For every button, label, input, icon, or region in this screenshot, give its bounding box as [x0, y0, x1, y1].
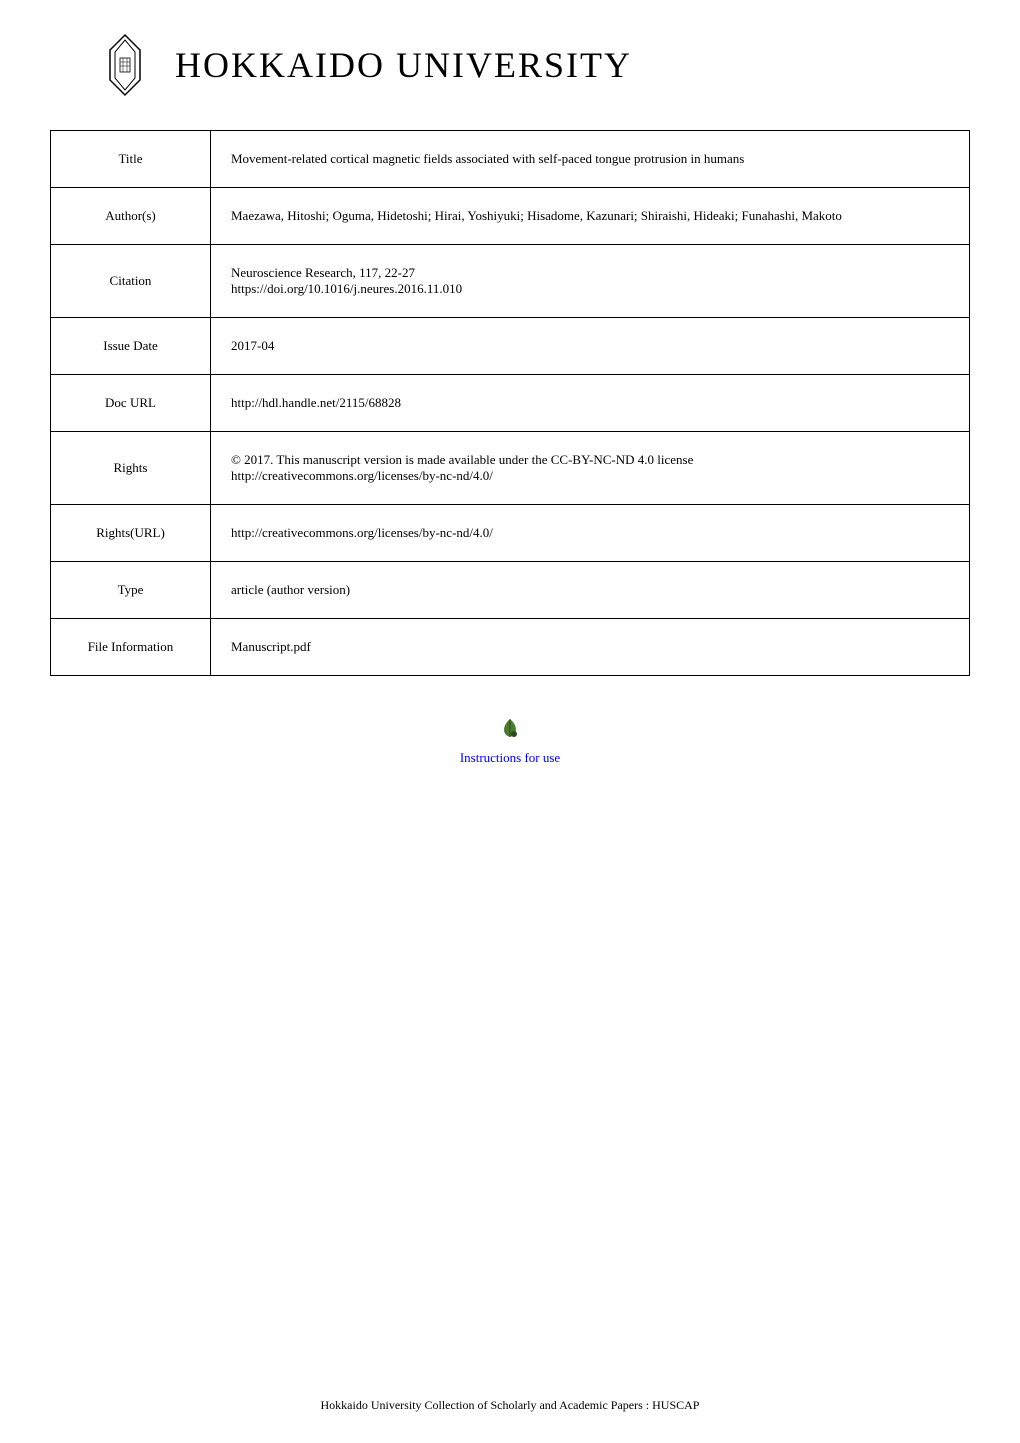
row-value: Neuroscience Research, 117, 22-27 https:…: [211, 245, 970, 318]
row-value: Maezawa, Hitoshi; Oguma, Hidetoshi; Hira…: [211, 188, 970, 245]
row-label: Type: [51, 562, 211, 619]
row-value: http://creativecommons.org/licenses/by-n…: [211, 505, 970, 562]
rights-line-2: http://creativecommons.org/licenses/by-n…: [231, 468, 954, 484]
instructions-section: Instructions for use: [50, 716, 970, 766]
instructions-link[interactable]: Instructions for use: [50, 750, 970, 766]
rights-line-1: © 2017. This manuscript version is made …: [231, 452, 954, 468]
row-value: © 2017. This manuscript version is made …: [211, 432, 970, 505]
row-value: Manuscript.pdf: [211, 619, 970, 676]
leaf-icon: [498, 716, 522, 740]
table-row: File Information Manuscript.pdf: [51, 619, 970, 676]
table-row: Issue Date 2017-04: [51, 318, 970, 375]
table-row: Doc URL http://hdl.handle.net/2115/68828: [51, 375, 970, 432]
row-value: Movement-related cortical magnetic field…: [211, 131, 970, 188]
table-row: Type article (author version): [51, 562, 970, 619]
row-label: Issue Date: [51, 318, 211, 375]
university-name: HOKKAIDO UNIVERSITY: [175, 44, 632, 86]
row-value: http://hdl.handle.net/2115/68828: [211, 375, 970, 432]
header: HOKKAIDO UNIVERSITY: [50, 30, 970, 100]
table-row: Rights © 2017. This manuscript version i…: [51, 432, 970, 505]
row-label: Citation: [51, 245, 211, 318]
row-label: Title: [51, 131, 211, 188]
row-label: Rights(URL): [51, 505, 211, 562]
table-row: Author(s) Maezawa, Hitoshi; Oguma, Hidet…: [51, 188, 970, 245]
footer: Hokkaido University Collection of Schola…: [0, 1398, 1020, 1413]
table-row: Title Movement-related cortical magnetic…: [51, 131, 970, 188]
row-label: Rights: [51, 432, 211, 505]
row-label: File Information: [51, 619, 211, 676]
table-row: Rights(URL) http://creativecommons.org/l…: [51, 505, 970, 562]
row-value: 2017-04: [211, 318, 970, 375]
citation-line-1: Neuroscience Research, 117, 22-27: [231, 265, 954, 281]
university-logo: [90, 30, 160, 100]
table-row: Citation Neuroscience Research, 117, 22-…: [51, 245, 970, 318]
citation-line-2: https://doi.org/10.1016/j.neures.2016.11…: [231, 281, 954, 297]
row-label: Author(s): [51, 188, 211, 245]
footer-text: Hokkaido University Collection of Schola…: [321, 1398, 700, 1412]
metadata-table: Title Movement-related cortical magnetic…: [50, 130, 970, 676]
row-label: Doc URL: [51, 375, 211, 432]
row-value: article (author version): [211, 562, 970, 619]
